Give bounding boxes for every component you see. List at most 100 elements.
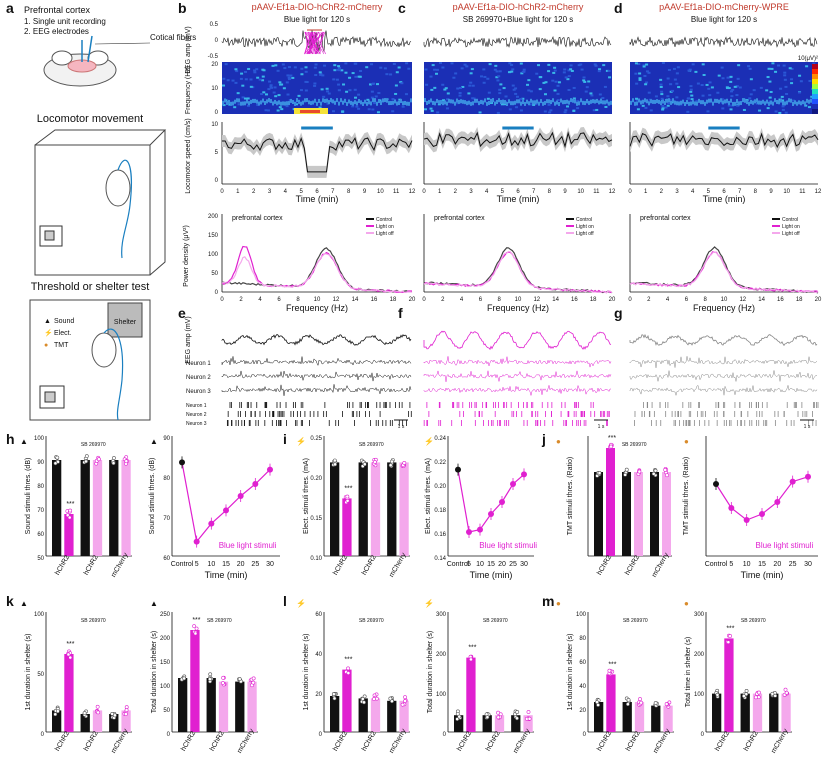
sb-label: SB 269970 xyxy=(207,618,232,624)
spectrogram-band xyxy=(254,98,256,103)
spectrogram-band xyxy=(430,98,432,103)
spectrogram-speck xyxy=(592,109,596,112)
spectrogram-band xyxy=(610,100,612,105)
spectrogram-speck xyxy=(488,63,492,66)
data-point xyxy=(783,687,788,692)
bar-y-tick: 60 xyxy=(315,612,322,618)
spectrogram-speck xyxy=(351,105,355,108)
spectrogram-speck xyxy=(280,83,284,86)
data-point xyxy=(82,711,87,715)
spectrogram-band xyxy=(266,99,268,104)
spectrogram-speck xyxy=(452,76,456,79)
data-point xyxy=(403,699,407,703)
spectrogram-speck xyxy=(373,102,377,105)
spectrogram-speck xyxy=(544,81,548,84)
spectrogram-speck xyxy=(465,65,469,68)
spectrogram-speck xyxy=(512,88,516,91)
spectrogram-speck xyxy=(659,83,663,86)
power-x-tick: 18 xyxy=(390,297,397,303)
spectrogram-speck xyxy=(660,90,664,93)
spectrogram-speck xyxy=(246,97,250,100)
data-point xyxy=(251,676,256,681)
bar-y-tick: 200 xyxy=(160,636,171,642)
spectrogram-band xyxy=(796,101,798,106)
group-label: hChR2 xyxy=(625,730,642,752)
spectrogram-speck xyxy=(471,97,475,100)
spectrogram-band xyxy=(398,100,400,105)
spectrogram-speck xyxy=(594,64,598,67)
spectrogram-speck xyxy=(392,62,396,65)
bar xyxy=(663,705,673,732)
speed-x-tick: 4 xyxy=(284,189,288,195)
data-point xyxy=(469,657,473,662)
time-y-tick: 0.16 xyxy=(434,532,446,538)
spectrogram-band xyxy=(734,101,736,106)
data-point xyxy=(663,467,668,472)
spectrogram-speck xyxy=(468,84,472,87)
spectrogram-band xyxy=(528,101,530,106)
spectrogram-band xyxy=(740,101,742,106)
power-curve xyxy=(221,247,413,293)
spectrogram-band xyxy=(718,99,720,104)
spectrogram-speck xyxy=(511,84,515,87)
speed-x-tick: 2 xyxy=(252,189,256,195)
spectrogram-speck xyxy=(557,81,561,84)
spectrogram-speck xyxy=(433,68,437,71)
spectrogram-speck xyxy=(507,71,511,74)
speed-x-tick: 11 xyxy=(593,189,600,195)
spectrogram-speck xyxy=(291,76,295,79)
spectrogram-speck xyxy=(672,67,676,70)
spectrogram-speck xyxy=(788,67,792,70)
speed-sem-band xyxy=(630,127,818,153)
spectrogram-band xyxy=(468,100,470,105)
spectrogram-speck xyxy=(716,91,720,94)
spectrogram-speck xyxy=(376,111,380,114)
spectrogram-speck xyxy=(808,79,812,82)
spectrogram-band xyxy=(552,98,554,103)
speed-x-tick: 7 xyxy=(532,189,536,195)
spectrogram-speck xyxy=(774,110,778,113)
speed-x-tick: 3 xyxy=(268,189,272,195)
unit-trace xyxy=(423,356,612,369)
spectrogram-speck xyxy=(645,63,649,66)
bar xyxy=(399,700,409,732)
speed-x-tick: 9 xyxy=(363,189,367,195)
spectrogram-speck xyxy=(344,62,348,65)
spectrogram-speck xyxy=(644,106,648,109)
spectrogram-speck xyxy=(660,93,664,96)
spectrogram-speck xyxy=(337,83,341,86)
spectrogram-speck xyxy=(335,68,339,71)
power-x-tick: 0 xyxy=(628,297,632,303)
spectrogram-speck xyxy=(535,72,539,75)
spectrogram-band xyxy=(352,101,354,106)
stimulus-label: SB 269970+Blue light for 120 s xyxy=(463,15,574,24)
spectrogram-band xyxy=(762,99,764,104)
spectrogram-speck xyxy=(553,69,557,72)
elect-icon: ⚡ xyxy=(424,436,434,446)
spectrogram-band xyxy=(238,98,240,103)
spectrogram-speck xyxy=(585,86,589,89)
spectrogram-speck xyxy=(487,91,491,94)
spectrogram-band xyxy=(440,100,442,105)
spectrogram-speck xyxy=(400,82,404,85)
speed-x-tick: 4 xyxy=(485,189,489,195)
group-label: hChR2 xyxy=(332,730,349,752)
data-point xyxy=(726,640,731,645)
bar-y-tick: 100 xyxy=(34,612,45,618)
spectrogram-band xyxy=(334,100,336,105)
spectrogram-speck xyxy=(394,92,398,95)
spectrogram-speck xyxy=(458,94,462,97)
spectrogram-speck xyxy=(354,75,358,78)
time-x-tick: 10 xyxy=(476,561,484,568)
spectrogram-band xyxy=(776,99,778,104)
legend-elect: Elect. xyxy=(54,330,72,337)
time-y-tick: 0.20 xyxy=(434,484,446,490)
power-axis-label: Power density (μV²) xyxy=(183,225,190,287)
spectro-axis-label: Frequency (Hz) xyxy=(185,66,192,114)
spectrogram-band xyxy=(328,100,330,105)
spectrogram-speck xyxy=(598,93,602,96)
spectrogram-speck xyxy=(638,77,642,80)
bar xyxy=(109,460,119,556)
colorbar-segment xyxy=(812,104,818,109)
bar-y-tick: 40 xyxy=(315,652,322,658)
